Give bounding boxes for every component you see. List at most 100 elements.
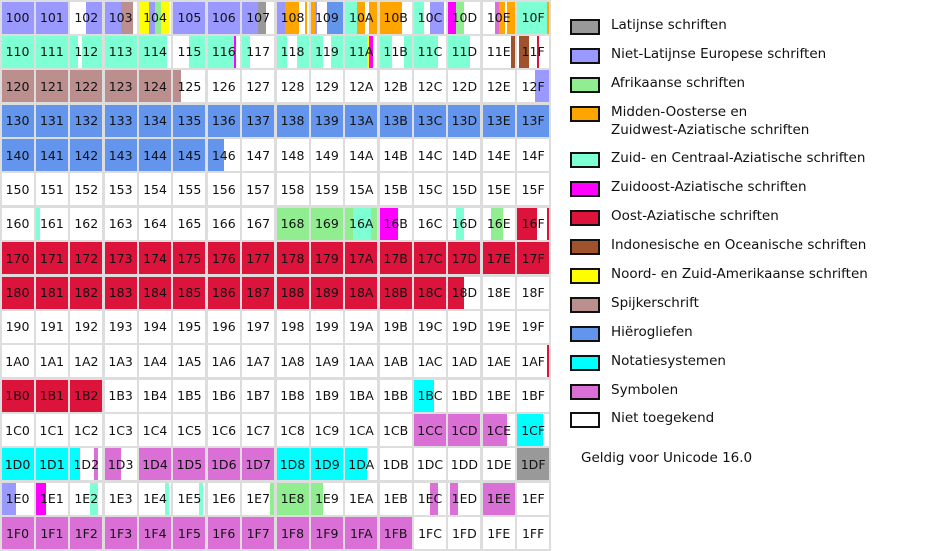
allocation-segment: [340, 1, 343, 34]
allocation-segment: [436, 1, 438, 34]
allocation-segment: [296, 35, 299, 68]
allocation-segment: [432, 482, 434, 515]
allocation-segment: [422, 35, 424, 68]
allocation-segment: [294, 482, 297, 515]
allocation-segment: [418, 379, 420, 412]
allocation-segment: [316, 104, 319, 137]
block-cell: 146: [207, 139, 240, 171]
allocation-segment: [539, 414, 542, 446]
allocation-segment: [306, 242, 309, 275]
block-cell: 14A: [345, 139, 378, 171]
allocation-segment: [197, 242, 200, 275]
allocation-segment: [94, 482, 97, 515]
allocation-segment: [213, 104, 216, 137]
allocation-segment: [314, 517, 317, 550]
allocation-segment: [94, 448, 97, 481]
allocation-segment: [55, 276, 58, 309]
allocation-segment: [527, 207, 530, 240]
allocation-segment: [80, 276, 83, 309]
block-cell: 173: [104, 242, 137, 275]
allocation-segment: [237, 1, 240, 34]
allocation-segment: [310, 104, 313, 137]
allocation-segment: [527, 35, 530, 68]
allocation-segment: [177, 242, 180, 275]
allocation-segment: [334, 104, 337, 137]
allocation-segment: [23, 517, 26, 550]
block-label: 1D5: [176, 456, 203, 472]
allocation-segment: [264, 448, 267, 481]
allocation-segment: [175, 448, 178, 481]
block-cell: 158: [276, 173, 309, 206]
allocation-segment: [141, 242, 143, 275]
allocation-segment: [116, 517, 119, 550]
allocation-segment: [330, 517, 333, 550]
allocation-segment: [27, 1, 30, 34]
allocation-segment: [151, 35, 153, 68]
allocation-segment: [17, 276, 20, 309]
allocation-segment: [284, 482, 287, 515]
block-label: 107: [246, 10, 271, 25]
allocation-segment: [201, 139, 204, 171]
allocation-segment: [498, 1, 501, 34]
allocation-segment: [312, 448, 315, 481]
allocation-segment: [201, 35, 204, 68]
allocation-segment: [316, 482, 319, 515]
allocation-segment: [336, 517, 339, 550]
allocation-segment: [15, 35, 18, 68]
allocation-segment: [167, 517, 169, 550]
allocation-segment: [221, 104, 224, 137]
allocation-segment: [424, 414, 426, 446]
allocation-segment: [310, 207, 313, 240]
allocation-segment: [37, 35, 40, 68]
allocation-segment: [385, 1, 388, 34]
allocation-segment: [351, 207, 354, 240]
allocation-segment: [195, 242, 198, 275]
allocation-segment: [147, 1, 149, 34]
allocation-segment: [122, 139, 125, 171]
allocation-segment: [264, 517, 267, 550]
allocation-segment: [193, 104, 196, 137]
allocation-segment: [143, 139, 145, 171]
allocation-segment: [27, 448, 30, 481]
block-label: 163: [108, 216, 133, 232]
block-label: 1CD: [451, 422, 478, 438]
allocation-segment: [246, 104, 249, 137]
block-label: 189: [314, 285, 339, 300]
allocation-segment: [13, 70, 16, 103]
block-label: 171: [39, 250, 64, 266]
block-label: 12F: [521, 78, 545, 94]
block-cell: 1CF: [517, 414, 550, 446]
allocation-segment: [450, 482, 453, 515]
allocation-segment: [525, 1, 528, 34]
allocation-segment: [41, 242, 44, 275]
block-cell: 101: [35, 1, 68, 34]
allocation-segment: [163, 517, 165, 550]
allocation-segment: [231, 517, 234, 550]
allocation-segment: [391, 276, 394, 309]
allocation-segment: [128, 1, 131, 34]
allocation-segment: [157, 70, 159, 103]
allocation-segment: [219, 1, 222, 34]
allocation-segment: [456, 242, 459, 275]
block-cell: 162: [70, 207, 103, 240]
allocation-segment: [15, 104, 18, 137]
allocation-segment: [41, 35, 44, 68]
allocation-segment: [432, 35, 434, 68]
allocation-segment: [318, 517, 321, 550]
allocation-segment: [37, 70, 40, 103]
allocation-segment: [96, 379, 99, 412]
allocation-segment: [61, 517, 64, 550]
allocation-segment: [49, 70, 52, 103]
block-cell: 124: [139, 70, 171, 103]
allocation-segment: [539, 70, 542, 103]
allocation-segment: [147, 242, 149, 275]
allocation-segment: [502, 104, 505, 137]
allocation-segment: [132, 242, 135, 275]
legend-swatch: [570, 106, 600, 122]
allocation-segment: [328, 517, 331, 550]
allocation-segment: [326, 448, 329, 481]
allocation-segment: [5, 242, 8, 275]
allocation-segment: [278, 276, 281, 309]
allocation-segment: [110, 70, 113, 103]
allocation-segment: [84, 70, 87, 103]
